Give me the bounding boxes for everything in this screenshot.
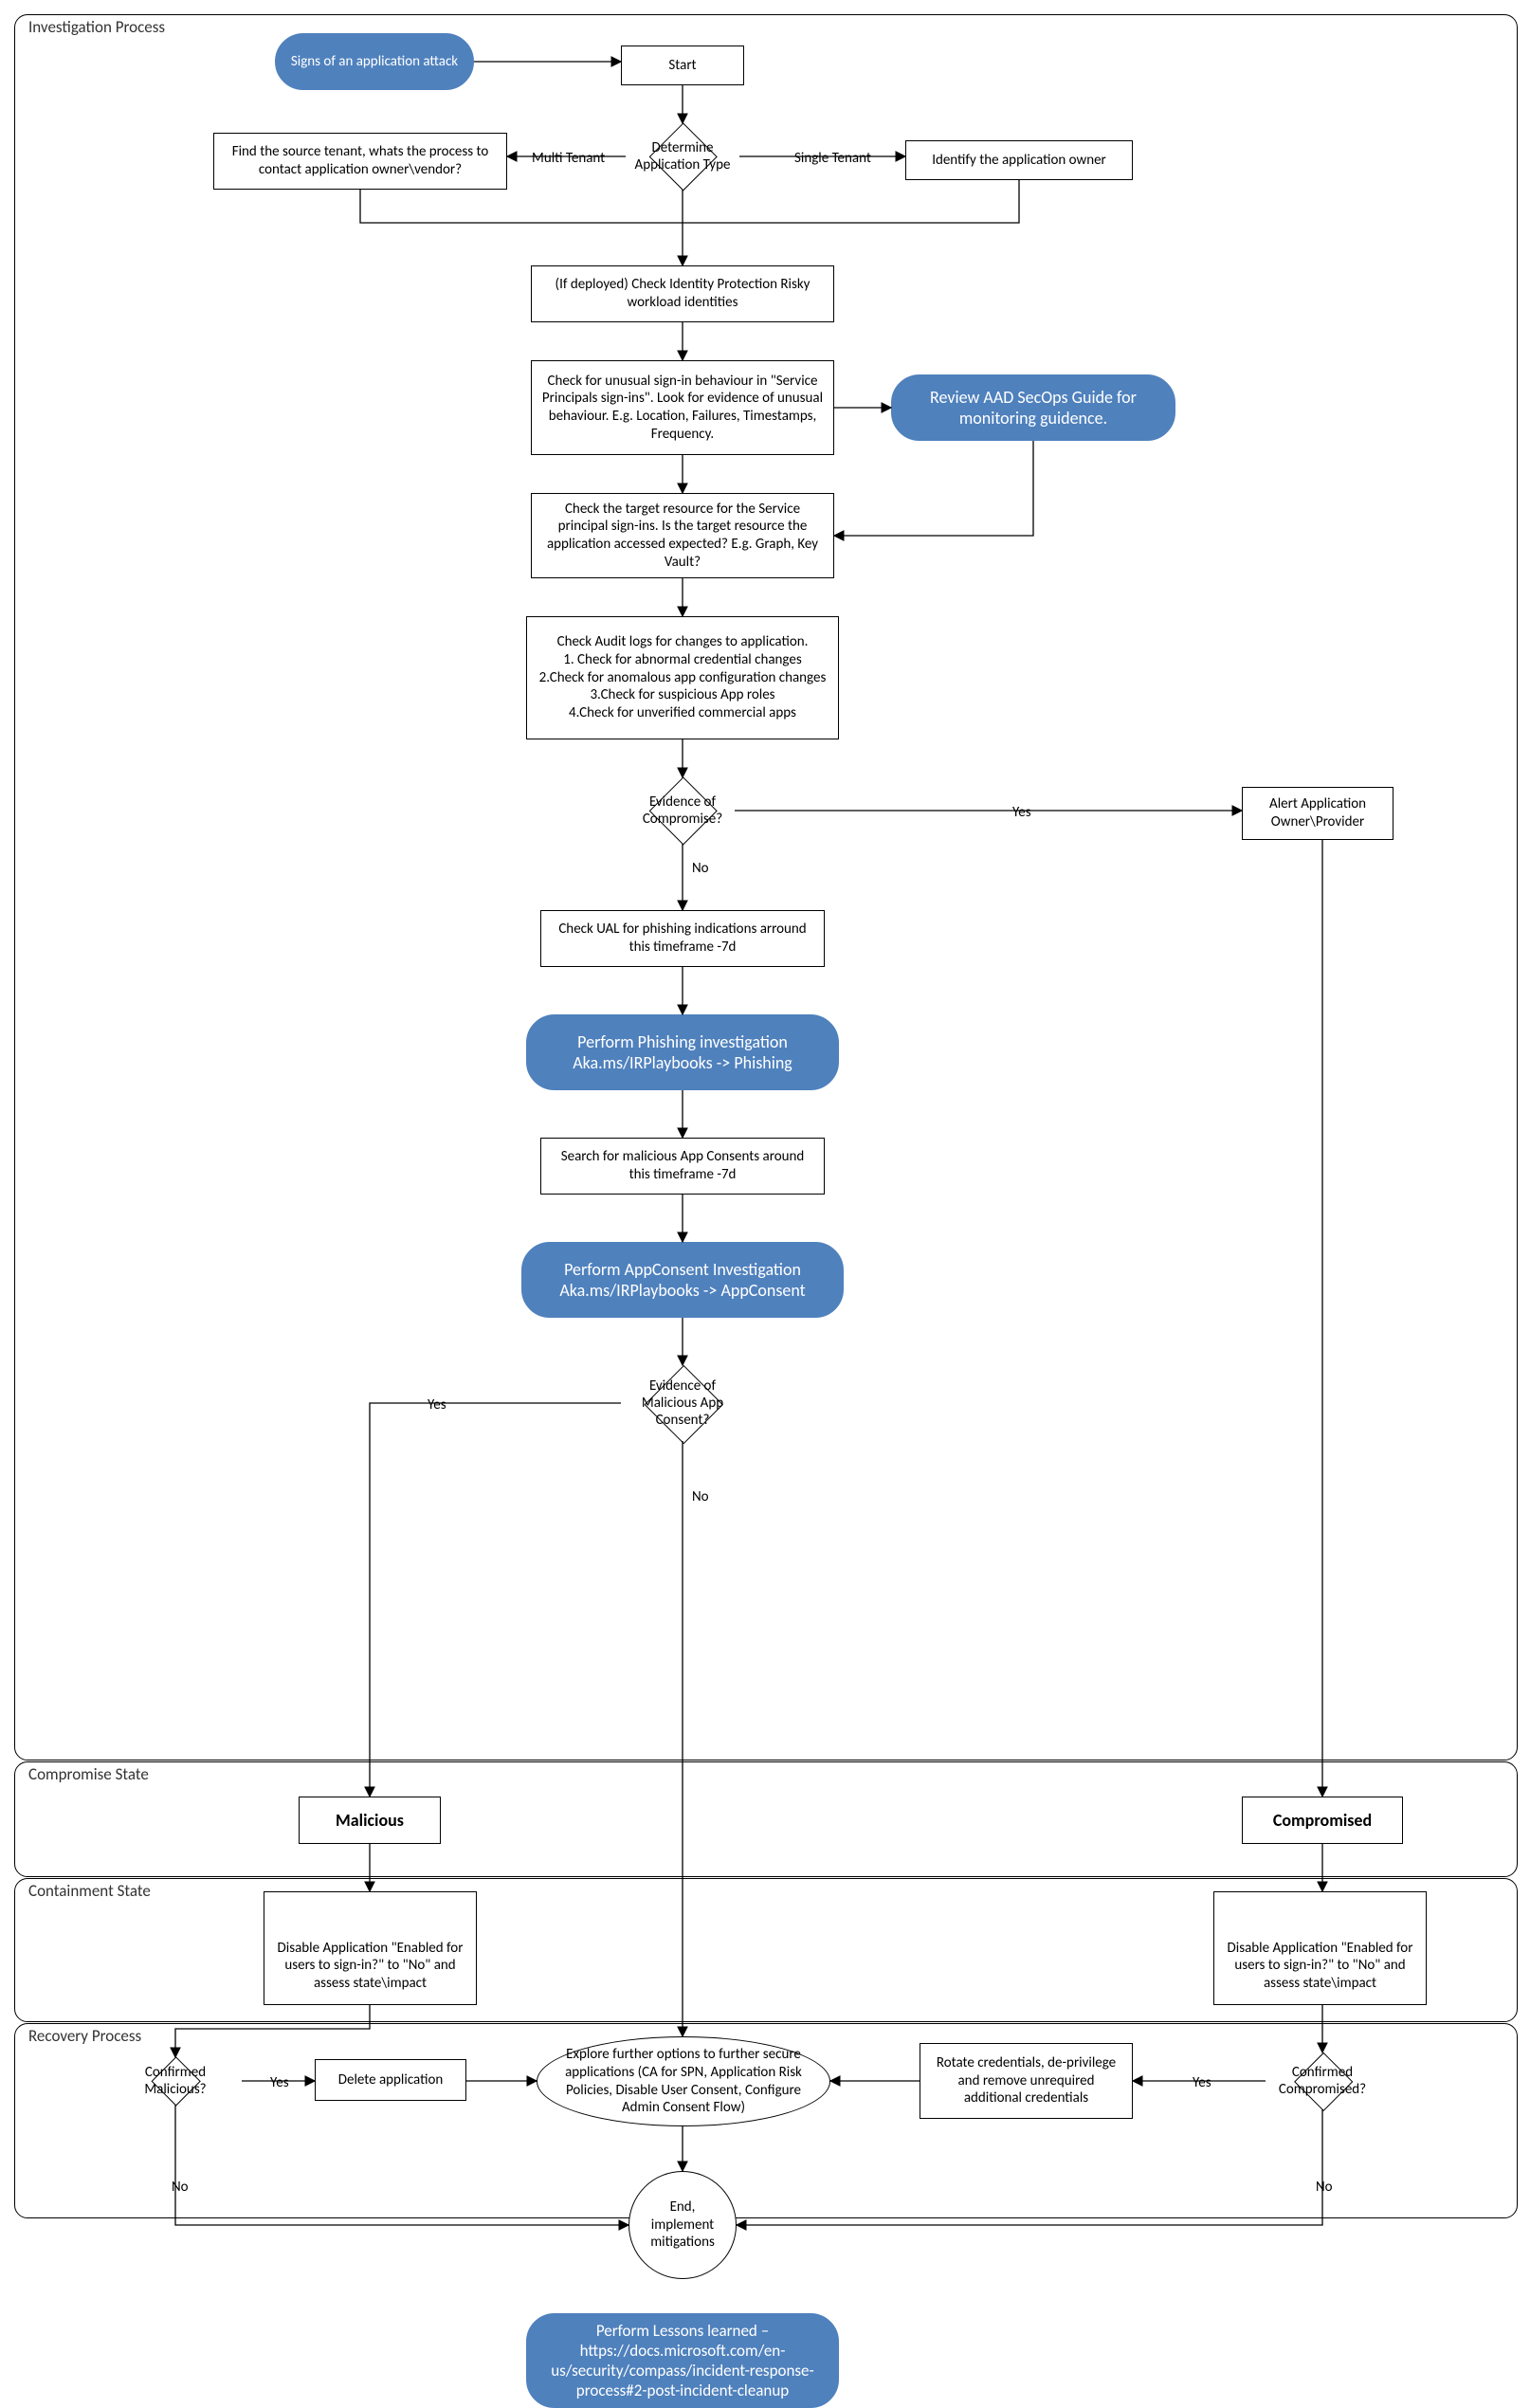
node-rotate: Rotate credentials, de-privilege and rem…	[920, 2043, 1133, 2119]
node-label: Disable Application "Enabled for users t…	[274, 1904, 466, 1993]
node-cont_r: Disable Application "Enabled for users t…	[1213, 1891, 1427, 2005]
node-multi: Find the source tenant, whats the proces…	[213, 133, 507, 190]
node-label: Check for unusual sign-in behaviour in "…	[541, 373, 824, 444]
node-label: Explore further options to further secur…	[547, 2046, 820, 2117]
node-label: Evidence ofCompromise?	[630, 777, 735, 844]
edge-label: Yes	[425, 1396, 449, 1414]
node-mal: Malicious	[299, 1797, 441, 1844]
node-evi2: Evidence ofMalicious AppConsent?	[621, 1365, 744, 1441]
edge-label: No	[689, 860, 712, 877]
node-label: Find the source tenant, whats the proces…	[224, 143, 497, 179]
node-alert: Alert Application Owner\Provider	[1242, 787, 1393, 840]
node-start: Start	[621, 46, 744, 85]
node-del: Delete application	[315, 2059, 466, 2101]
node-label: Delete application	[338, 2071, 443, 2089]
node-secops: Review AAD SecOps Guide for monitoring g…	[891, 374, 1175, 441]
node-ual: Check UAL for phishing indications arrou…	[540, 910, 825, 967]
node-label: End,implementmitigations	[650, 2198, 715, 2252]
edge-label: Multi Tenant	[529, 150, 608, 167]
node-label: Check Audit logs for changes to applicat…	[539, 633, 827, 722]
node-audit: Check Audit logs for changes to applicat…	[526, 616, 839, 739]
node-evi1: Evidence ofCompromise?	[630, 777, 735, 844]
node-explore: Explore further options to further secur…	[537, 2036, 830, 2126]
node-appc: Perform AppConsent Investigation Aka.ms/…	[521, 1242, 844, 1318]
node-label: Search for malicious App Consents around…	[551, 1148, 814, 1184]
node-risky: (If deployed) Check Identity Protection …	[531, 265, 834, 322]
node-label: Rotate credentials, de-privilege and rem…	[930, 2054, 1122, 2107]
edge-label: Single Tenant	[792, 150, 874, 167]
node-label: Identify the application owner	[932, 152, 1106, 170]
section-title: Investigation Process	[28, 17, 165, 37]
node-label: Start	[668, 57, 696, 75]
node-label: Review AAD SecOps Guide for monitoring g…	[902, 387, 1165, 429]
node-label: Check UAL for phishing indications arrou…	[551, 921, 814, 957]
node-search: Search for malicious App Consents around…	[540, 1138, 825, 1195]
node-lessons: Perform Lessons learned – https://docs.m…	[526, 2313, 839, 2408]
node-target: Check the target resource for the Servic…	[531, 493, 834, 578]
edge-label: Yes	[1010, 804, 1034, 821]
edge-label: No	[689, 1488, 712, 1505]
node-label: Compromised	[1273, 1810, 1372, 1832]
section-title: Compromise State	[28, 1764, 149, 1784]
node-label: DetermineApplication Type	[626, 123, 739, 190]
node-ccomp: ConfirmedCompromised?	[1266, 2052, 1379, 2109]
node-label: Check the target resource for the Servic…	[541, 501, 824, 572]
node-signs: Signs of an application attack	[275, 33, 474, 90]
node-label: Confirmed Malicious?	[109, 2057, 242, 2105]
node-unusual: Check for unusual sign-in behaviour in "…	[531, 360, 834, 455]
node-label: Disable Application "Enabled for users t…	[1224, 1904, 1416, 1993]
node-end: End,implementmitigations	[628, 2171, 737, 2279]
edge-label: No	[1313, 2179, 1336, 2196]
flowchart-root: Investigation Process Compromise State Con…	[0, 0, 1530, 2231]
node-label: (If deployed) Check Identity Protection …	[541, 276, 824, 312]
node-cont_l: Disable Application "Enabled for users t…	[264, 1891, 477, 2005]
edge-label: Yes	[1190, 2074, 1214, 2091]
node-label: Perform Phishing investigation Aka.ms/IR…	[537, 1031, 829, 1074]
node-cmal: Confirmed Malicious?	[109, 2057, 242, 2105]
node-label: Perform Lessons learned – https://docs.m…	[537, 2321, 829, 2401]
node-label: Malicious	[336, 1810, 404, 1832]
section-title: Recovery Process	[28, 2026, 141, 2046]
node-label: Perform AppConsent Investigation Aka.ms/…	[532, 1259, 833, 1302]
node-dettype: DetermineApplication Type	[626, 123, 739, 190]
node-single: Identify the application owner	[905, 140, 1133, 180]
node-label: ConfirmedCompromised?	[1266, 2052, 1379, 2109]
node-comp: Compromised	[1242, 1797, 1403, 1844]
node-label: Signs of an application attack	[291, 53, 458, 71]
node-label: Evidence ofMalicious AppConsent?	[621, 1365, 744, 1441]
node-label: Alert Application Owner\Provider	[1252, 795, 1383, 831]
section-title: Containment State	[28, 1881, 151, 1901]
edge-label: Yes	[267, 2074, 292, 2091]
node-phish: Perform Phishing investigation Aka.ms/IR…	[526, 1014, 839, 1090]
edge-label: No	[169, 2179, 191, 2196]
